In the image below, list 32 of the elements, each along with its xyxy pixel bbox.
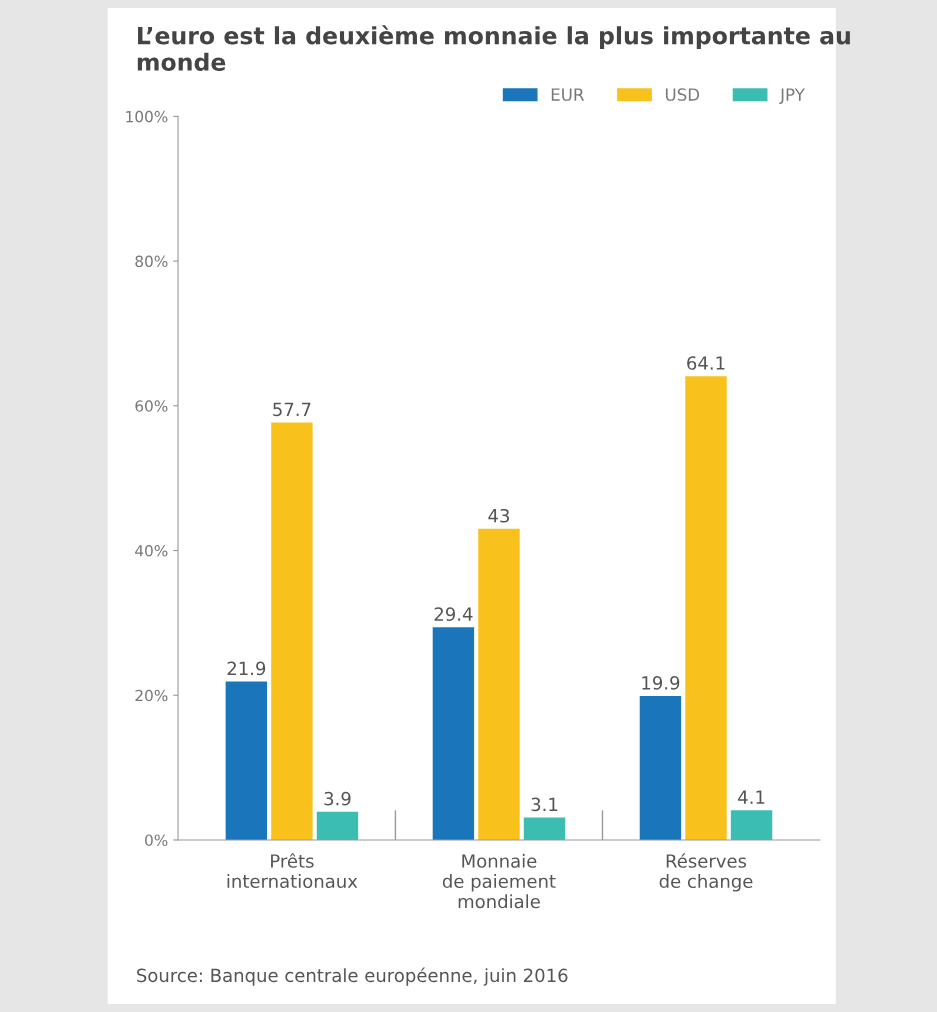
bar <box>523 817 566 840</box>
y-tick-label: 80% <box>135 255 168 268</box>
source-note: Source: Banque centrale européenne, juin 2016 <box>137 967 568 986</box>
y-tick-label: 40% <box>135 544 168 557</box>
data-label: 3.9 <box>324 791 351 806</box>
x-tick-label: Réserves de change <box>659 853 753 892</box>
bar <box>271 422 313 840</box>
data-label: 64.1 <box>687 356 725 370</box>
bar <box>316 811 359 840</box>
chart-title: L’euro est la deuxième monnaie la plus importante au monde <box>137 25 850 71</box>
data-label: 21.9 <box>227 661 266 676</box>
bar <box>639 695 682 840</box>
data-label: 57.7 <box>273 402 311 417</box>
y-tick-label: 0% <box>145 834 168 846</box>
data-label: 19.9 <box>642 676 680 690</box>
data-label: 4.1 <box>738 790 765 804</box>
y-tick-label: 20% <box>135 689 168 702</box>
legend-label: JPY <box>779 88 805 104</box>
x-tick-label: Monnaie de paiement mondiale <box>442 853 556 909</box>
y-tick-label: 100% <box>126 110 168 123</box>
y-tick-label: 60% <box>135 400 168 412</box>
bar <box>432 627 475 840</box>
legend-label: USD <box>665 88 700 101</box>
bar <box>225 681 268 840</box>
bar <box>478 528 520 840</box>
data-label: 29.4 <box>434 607 473 621</box>
data-label: 3.1 <box>531 797 558 812</box>
data-label: 43 <box>488 508 509 523</box>
bar <box>685 376 727 840</box>
legend-label: EUR <box>551 88 585 101</box>
bar <box>730 810 773 840</box>
x-tick-label: Prêts internationaux <box>227 853 358 889</box>
